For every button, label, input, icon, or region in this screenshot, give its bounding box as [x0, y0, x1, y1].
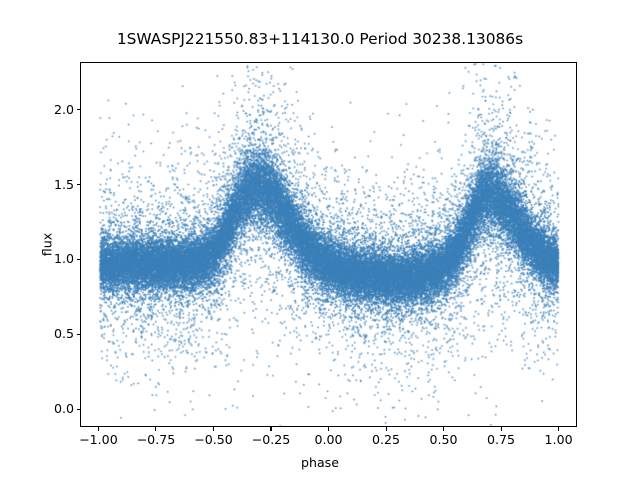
plot-axes — [80, 62, 577, 427]
x-tick-label: −0.50 — [194, 432, 233, 447]
y-tick-label: 1.0 — [53, 251, 74, 267]
y-tick-mark — [76, 408, 80, 410]
y-tick-label: 0.0 — [53, 401, 74, 417]
y-tick-mark — [76, 184, 80, 186]
x-tick-label: 0.50 — [429, 432, 458, 447]
page-title: 1SWASPJ221550.83+114130.0 Period 30238.1… — [116, 30, 524, 48]
x-axis-label: phase — [300, 455, 339, 470]
y-tick-label: 2.0 — [53, 101, 74, 117]
y-tick-mark — [76, 109, 80, 111]
x-tick-label: −0.25 — [251, 432, 291, 447]
x-tick-mark — [385, 427, 387, 431]
x-tick-label: 0.00 — [314, 432, 343, 447]
x-tick-mark — [155, 427, 157, 431]
x-tick-label: 1.00 — [544, 432, 573, 447]
scatter-plot-canvas — [81, 63, 576, 426]
x-tick-mark — [558, 427, 560, 431]
x-tick-label: 0.25 — [371, 432, 401, 447]
x-tick-mark — [443, 427, 445, 431]
y-tick-label: 1.5 — [53, 176, 74, 192]
x-tick-label: 0.75 — [487, 432, 516, 447]
y-tick-mark — [76, 333, 80, 335]
x-tick-label: −0.75 — [136, 432, 176, 447]
x-tick-mark — [97, 427, 99, 431]
y-tick-label: 0.5 — [53, 326, 74, 342]
x-tick-mark — [212, 427, 214, 431]
x-tick-mark — [500, 427, 502, 431]
x-tick-mark — [270, 427, 272, 431]
x-tick-label: −1.00 — [79, 432, 118, 447]
y-tick-mark — [76, 258, 80, 260]
x-tick-mark — [328, 427, 330, 431]
